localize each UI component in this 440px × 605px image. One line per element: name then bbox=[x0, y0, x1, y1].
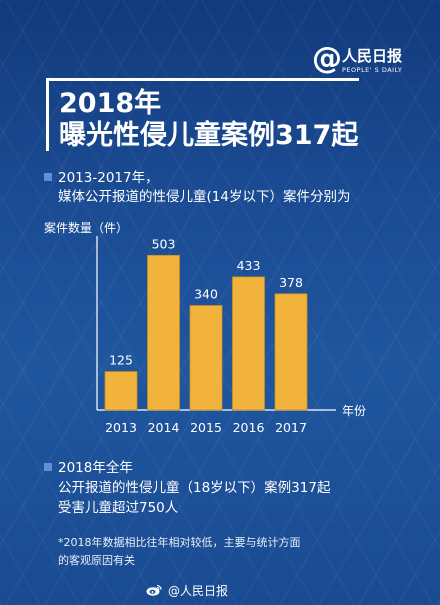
logo-name: 人民日报 bbox=[342, 47, 403, 65]
bar-2015 bbox=[189, 305, 223, 411]
weibo-icon bbox=[146, 584, 162, 596]
bullet-square bbox=[44, 173, 52, 181]
section1-heading: 2013-2017年， bbox=[58, 170, 159, 186]
peoples-daily-logo: @ 人民日报 PEOPLE' S DAILY bbox=[312, 44, 422, 84]
section2-heading: 2018年全年 bbox=[58, 460, 133, 476]
bar-2016 bbox=[232, 276, 265, 411]
data-label-2017: 378 bbox=[279, 275, 303, 290]
x-tick-label-2016: 2016 bbox=[233, 420, 265, 435]
bullet-square bbox=[44, 463, 52, 471]
bar-2014 bbox=[147, 254, 180, 411]
data-label-2015: 340 bbox=[194, 286, 218, 301]
logo-english-name: PEOPLE' S DAILY bbox=[342, 66, 403, 74]
footnote-line-1: *2018年数据相比往年相对较低，主要与统计方面 bbox=[58, 536, 301, 549]
bar-2017 bbox=[274, 293, 308, 411]
x-tick-label-2013: 2013 bbox=[105, 420, 137, 435]
x-axis-label: 年份 bbox=[342, 404, 367, 418]
section2-victims: 受害儿童超过750人 bbox=[58, 500, 179, 516]
footer-account: @人民日报 bbox=[168, 584, 229, 598]
x-tick-label-2014: 2014 bbox=[148, 420, 180, 435]
section1-description: 媒体公开报道的性侵儿童(14岁以下）案件分别为 bbox=[58, 189, 351, 205]
data-label-2016: 433 bbox=[237, 258, 261, 273]
title-year: 2018年 bbox=[59, 88, 162, 119]
title-block: 2018年 曝光性侵儿童案例317起 bbox=[46, 78, 359, 151]
footnote-line-2: 的客观原因有关 bbox=[58, 554, 135, 567]
section2-description: 公开报道的性侵儿童（18岁以下）案例317起 bbox=[58, 480, 331, 496]
y-axis-label: 案件数量（件） bbox=[44, 221, 129, 235]
x-tick-label-2015: 2015 bbox=[190, 420, 222, 435]
data-label-2014: 503 bbox=[152, 236, 176, 251]
page-title: 曝光性侵儿童案例317起 bbox=[59, 120, 359, 151]
data-label-2013: 125 bbox=[109, 353, 133, 368]
x-tick-label-2017: 2017 bbox=[275, 420, 307, 435]
bar-2013 bbox=[104, 371, 138, 411]
logo-at-mark: @ bbox=[312, 41, 342, 76]
